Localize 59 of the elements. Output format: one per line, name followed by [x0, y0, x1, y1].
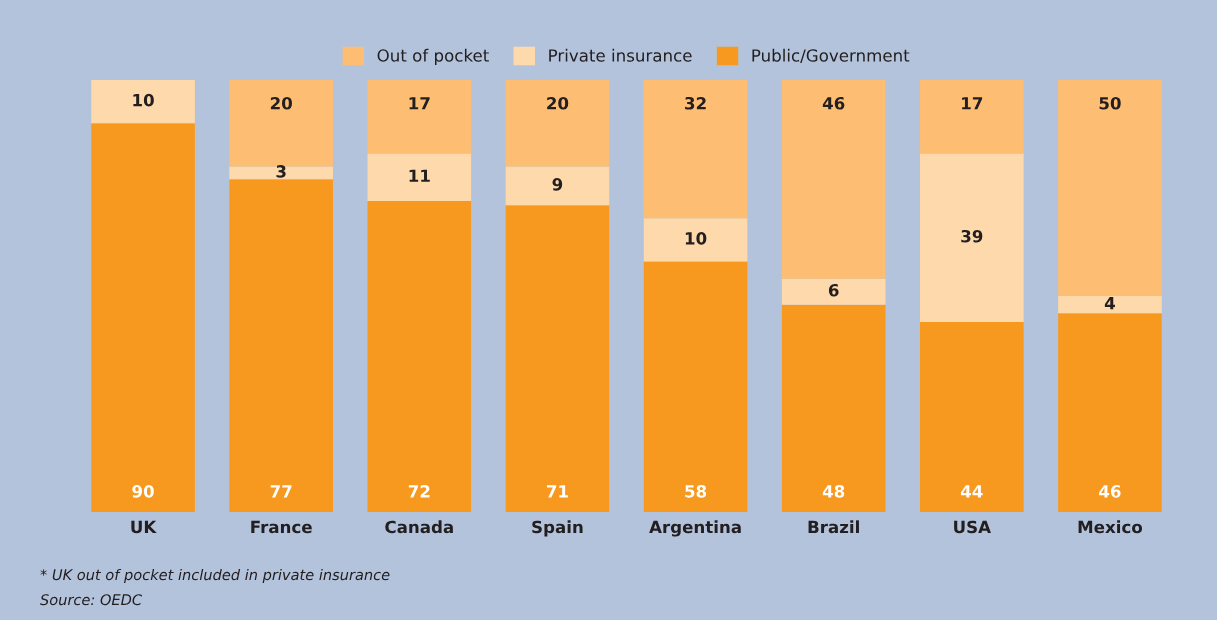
x-tick-label: Canada	[385, 520, 453, 534]
data-label: 46	[1099, 485, 1121, 498]
bar	[367, 80, 472, 154]
data-label: 17	[962, 97, 983, 110]
data-label: 10	[685, 232, 707, 245]
bar	[367, 200, 472, 512]
bar	[1058, 313, 1162, 512]
bar	[781, 80, 886, 279]
data-label: 6	[828, 283, 839, 297]
data-label: 11	[409, 169, 430, 182]
data-label: 20	[270, 96, 292, 110]
data-label: 58	[685, 485, 707, 498]
bar	[91, 123, 195, 512]
bar	[367, 153, 472, 201]
data-label: 50	[1099, 96, 1121, 110]
x-tick-label: Spain	[532, 520, 583, 537]
bar	[920, 153, 1024, 322]
x-tick-label: Mexico	[1078, 520, 1143, 534]
data-label: 48	[822, 485, 845, 498]
data-label: 71	[546, 485, 568, 498]
bar	[229, 80, 333, 167]
bar	[229, 166, 333, 180]
data-label: 32	[685, 96, 706, 110]
bar	[643, 261, 748, 512]
x-tick-label: France	[251, 520, 312, 534]
data-label: 20	[547, 96, 569, 110]
bar	[781, 304, 886, 512]
bar	[643, 218, 748, 262]
data-label: 4	[1104, 297, 1115, 310]
data-label: 9	[552, 178, 563, 191]
data-label: 17	[409, 97, 430, 110]
bar	[920, 321, 1024, 512]
data-label: 44	[960, 485, 983, 498]
x-tick-label: UK	[131, 520, 157, 534]
bar	[1058, 80, 1162, 296]
bar	[505, 166, 610, 206]
data-label: 3	[276, 165, 286, 178]
legend-label: Public/Government	[752, 48, 910, 64]
data-label: 39	[961, 229, 983, 243]
x-tick-label: Argentina	[649, 520, 741, 537]
bar	[229, 179, 333, 512]
bar	[1058, 296, 1162, 314]
bar	[505, 205, 610, 512]
data-label: 10	[133, 93, 154, 107]
x-tick-label: USA	[954, 520, 991, 534]
bar	[920, 80, 1024, 154]
bar	[91, 80, 195, 124]
bar	[643, 80, 748, 219]
bar	[505, 80, 610, 167]
text: * UK out of pocket included in private insurance	[40, 568, 390, 584]
data-label: 72	[408, 485, 430, 498]
x-tick-label: Brazil	[808, 520, 859, 534]
bar	[781, 278, 886, 305]
legend-label: Private insurance	[549, 48, 692, 62]
data-label: 90	[132, 485, 154, 498]
data-label: 77	[270, 485, 292, 498]
data-label: 46	[822, 96, 845, 110]
source-note: Source: OEDC	[40, 594, 143, 606]
legend-label: Out of pocket	[377, 48, 489, 65]
